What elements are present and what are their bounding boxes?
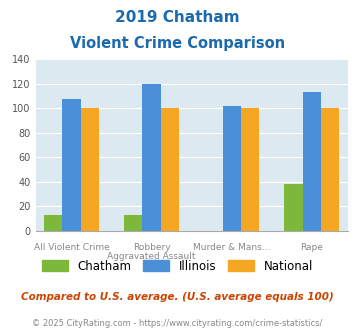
Bar (44, 215, 62, 231)
Text: © 2025 CityRating.com - https://www.cityrating.com/crime-statistics/: © 2025 CityRating.com - https://www.city… (32, 319, 323, 328)
Text: All Violent Crime: All Violent Crime (34, 243, 109, 251)
Bar (81, 109, 99, 231)
Bar (241, 109, 260, 231)
Bar (142, 84, 161, 231)
Bar (124, 215, 142, 231)
Bar (284, 184, 303, 231)
Text: Robbery: Robbery (133, 243, 170, 251)
Bar (223, 106, 241, 231)
Text: Compared to U.S. average. (U.S. average equals 100): Compared to U.S. average. (U.S. average … (21, 292, 334, 302)
Bar (161, 109, 179, 231)
Text: Violent Crime Comparison: Violent Crime Comparison (70, 36, 285, 51)
Bar (321, 109, 339, 231)
Text: 2019 Chatham: 2019 Chatham (115, 10, 240, 25)
Bar (62, 99, 81, 231)
Text: Aggravated Assault: Aggravated Assault (108, 252, 196, 261)
Text: Rape: Rape (300, 243, 323, 251)
Bar (303, 92, 321, 231)
Text: Murder & Mans...: Murder & Mans... (193, 243, 271, 251)
Legend: Chatham, Illinois, National: Chatham, Illinois, National (37, 255, 318, 278)
